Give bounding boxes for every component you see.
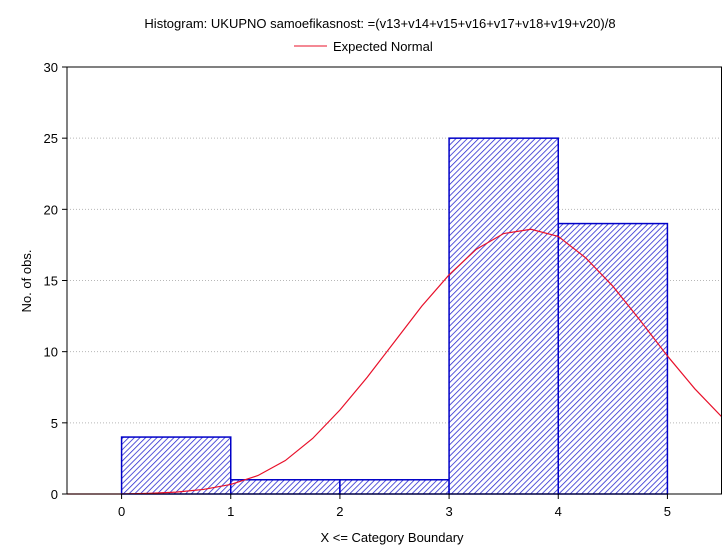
- x-tick-label-1: 1: [227, 504, 234, 519]
- legend: Expected Normal: [294, 39, 433, 54]
- x-tick-label-5: 5: [664, 504, 671, 519]
- legend-entry-expected-normal: Expected Normal: [333, 39, 433, 54]
- y-tick-label-10: 10: [44, 345, 58, 360]
- y-axis-ticks: 0 5 10 15 20 25 30: [44, 60, 67, 502]
- x-axis-ticks: 0 1 2 3 4 5: [118, 494, 671, 519]
- x-tick-label-3: 3: [445, 504, 452, 519]
- x-tick-label-0: 0: [118, 504, 125, 519]
- y-tick-label-20: 20: [44, 202, 58, 217]
- gridlines: [67, 137, 722, 424]
- bar-1-2: [230, 479, 341, 495]
- y-tick-label-0: 0: [51, 487, 58, 502]
- y-tick-label-25: 25: [44, 131, 58, 146]
- y-tick-label-5: 5: [51, 416, 58, 431]
- bar-3-4: [448, 137, 560, 495]
- bar-4-5: [557, 222, 669, 495]
- bar-0-1: [120, 436, 232, 495]
- y-axis-label: No. of obs.: [19, 250, 34, 313]
- x-axis-label: X <= Category Boundary: [320, 530, 464, 545]
- y-tick-label-15: 15: [44, 274, 58, 289]
- bar-2-3: [339, 479, 450, 495]
- chart-title: Histogram: UKUPNO samoefikasnost: =(v13+…: [144, 16, 615, 31]
- x-tick-label-4: 4: [555, 504, 562, 519]
- expected-normal-curve: [67, 228, 722, 495]
- bars-group: [120, 137, 669, 495]
- x-tick-label-2: 2: [336, 504, 343, 519]
- y-tick-label-30: 30: [44, 60, 58, 75]
